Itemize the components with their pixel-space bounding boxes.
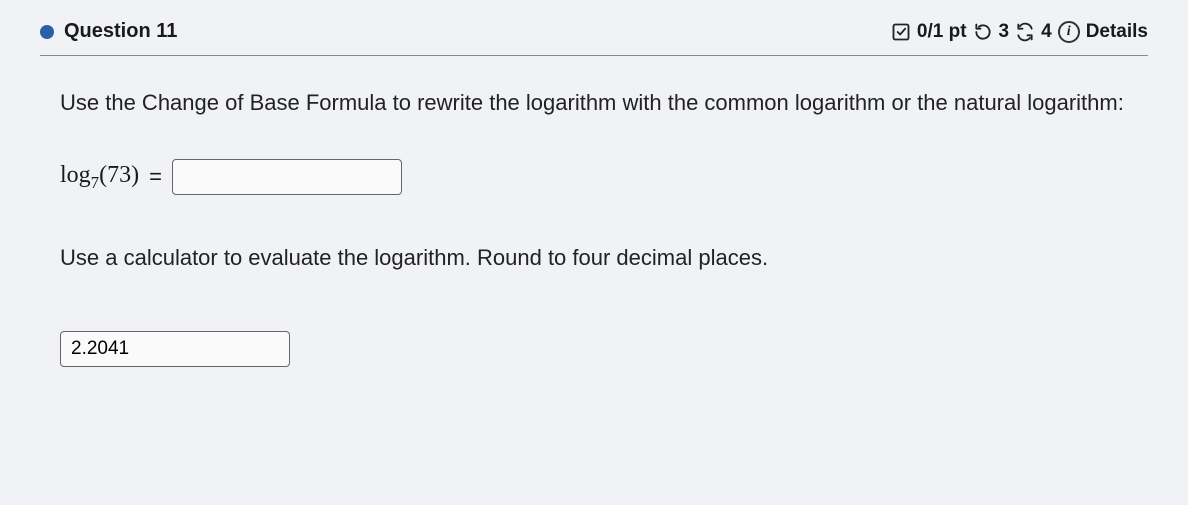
formula-input[interactable] [172, 159, 402, 195]
details-link[interactable]: Details [1086, 21, 1148, 43]
question-header: Question 11 0/1 pt 3 4 i Detai [40, 20, 1148, 56]
info-icon[interactable]: i [1058, 21, 1080, 43]
prompt-text: Use the Change of Base Formula to rewrit… [60, 86, 1128, 119]
log-base: 7 [91, 172, 99, 191]
question-bullet-icon [40, 25, 54, 39]
question-number: Question 11 [64, 20, 177, 43]
reattempt-count: 4 [1041, 21, 1052, 43]
question-title-group: Question 11 [40, 20, 177, 43]
reattempt-icon [1015, 22, 1035, 42]
log-argument: 73 [107, 162, 131, 188]
equation-row: log7(73) = [60, 159, 1128, 195]
equals-sign: = [149, 164, 162, 190]
retry-icon [973, 22, 993, 42]
instruction-text: Use a calculator to evaluate the logarit… [60, 245, 1128, 271]
retry-count: 3 [999, 21, 1010, 43]
points-text: 0/1 pt [917, 21, 967, 43]
checkbox-icon [891, 22, 911, 42]
question-body: Use the Change of Base Formula to rewrit… [40, 86, 1148, 367]
answer-input[interactable] [60, 331, 290, 367]
question-meta: 0/1 pt 3 4 i Details [891, 21, 1148, 43]
log-expression: log7(73) [60, 162, 139, 193]
